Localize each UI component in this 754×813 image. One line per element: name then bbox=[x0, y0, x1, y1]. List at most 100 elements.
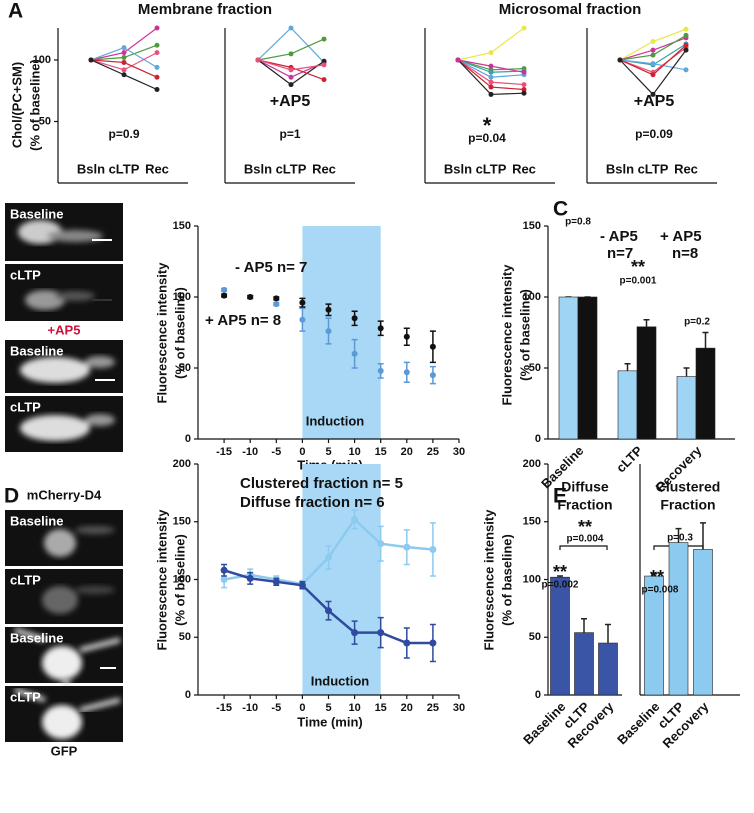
data-point bbox=[488, 91, 494, 97]
panel-letter: E bbox=[553, 485, 567, 508]
data-point bbox=[521, 69, 527, 75]
image-label: +AP5 bbox=[48, 322, 81, 337]
bar bbox=[693, 549, 713, 696]
data-point bbox=[121, 72, 127, 78]
data-point bbox=[521, 87, 527, 93]
data-point bbox=[298, 581, 306, 589]
data-point bbox=[488, 50, 494, 56]
data-point bbox=[325, 328, 332, 335]
series-line bbox=[257, 27, 325, 63]
data-point bbox=[683, 67, 689, 73]
chart-title: Diffuse bbox=[561, 479, 609, 495]
data-point bbox=[154, 25, 160, 31]
bar bbox=[574, 632, 594, 696]
bar bbox=[695, 347, 716, 440]
data-point bbox=[683, 26, 689, 32]
x-tick-label: 10 bbox=[348, 446, 360, 458]
image-label: cLTP bbox=[10, 399, 41, 414]
y-tick-label: 200 bbox=[523, 458, 541, 470]
data-point bbox=[221, 292, 228, 299]
x-tick-label: Bsln bbox=[606, 161, 634, 176]
y-tick-label: 0 bbox=[535, 689, 541, 701]
data-point bbox=[121, 59, 127, 65]
data-point bbox=[321, 77, 327, 83]
data-point bbox=[429, 545, 437, 553]
x-tick-label: 10 bbox=[348, 702, 360, 714]
micrograph-group: Baseline cLTP +AP5 Baseline cLTP bbox=[5, 203, 123, 452]
y-tick-label: 100 bbox=[33, 54, 51, 66]
data-point bbox=[288, 51, 294, 57]
x-axis-label: Time (min) bbox=[297, 714, 363, 729]
x-tick-label: 15 bbox=[375, 446, 387, 458]
annotation: +AP5 bbox=[634, 93, 675, 110]
data-point bbox=[288, 25, 294, 31]
bar bbox=[558, 296, 579, 440]
data-point bbox=[521, 90, 527, 96]
image-label: Baseline bbox=[10, 630, 63, 645]
y-axis-label: Chol/(PC+SM) bbox=[9, 62, 24, 148]
y-tick-label: 150 bbox=[173, 516, 191, 528]
image-label: cLTP bbox=[10, 689, 41, 704]
x-tick-label: Rec bbox=[674, 161, 698, 176]
y-tick-label: 0 bbox=[185, 433, 191, 445]
annotation: Induction bbox=[306, 413, 365, 428]
bar bbox=[598, 642, 618, 696]
x-tick-label: Rec bbox=[312, 161, 336, 176]
data-point bbox=[288, 74, 294, 80]
series-line bbox=[257, 38, 325, 61]
image-title: mCherry-D4 bbox=[27, 487, 102, 502]
annotation: p=1 bbox=[279, 127, 300, 141]
data-point bbox=[488, 84, 494, 90]
annotation: p=0.008 bbox=[642, 585, 679, 596]
y-tick-label: 0 bbox=[185, 689, 191, 701]
x-tick-label: 30 bbox=[453, 702, 465, 714]
legend-label: + AP5 bbox=[660, 228, 702, 245]
data-point bbox=[154, 64, 160, 70]
data-point bbox=[377, 325, 384, 332]
induction-shade bbox=[302, 226, 381, 439]
x-tick-label: Rec bbox=[512, 161, 536, 176]
x-tick-label: Bsln bbox=[244, 161, 272, 176]
data-point bbox=[351, 515, 359, 523]
y-axis-label: (% of baseline) bbox=[172, 534, 187, 626]
x-tick-label: cLTP bbox=[476, 161, 507, 176]
y-tick-label: 100 bbox=[523, 573, 541, 585]
image-label: cLTP bbox=[10, 572, 41, 587]
data-point bbox=[403, 369, 410, 376]
data-point bbox=[325, 306, 332, 313]
data-point bbox=[488, 79, 494, 85]
panel-letter: A bbox=[8, 0, 23, 23]
legend-label: Diffuse fraction n= 6 bbox=[240, 494, 385, 511]
legend-label: - AP5 n= 7 bbox=[235, 259, 307, 276]
data-point bbox=[521, 25, 527, 31]
data-point bbox=[220, 566, 228, 574]
cell-signal bbox=[20, 414, 115, 441]
data-point bbox=[121, 45, 127, 51]
y-axis-label: (% of baseline) bbox=[27, 59, 42, 151]
data-point bbox=[351, 315, 358, 322]
x-tick-label: -10 bbox=[242, 702, 258, 714]
annotation: p=0.8 bbox=[565, 217, 591, 228]
image-label: Baseline bbox=[10, 343, 63, 358]
legend-label: - AP5 bbox=[600, 228, 638, 245]
y-axis-label: Fluorescence intensity bbox=[154, 262, 169, 404]
annotation: p=0.2 bbox=[684, 317, 710, 328]
y-tick-label: 150 bbox=[523, 220, 541, 232]
image-label: Baseline bbox=[10, 513, 63, 528]
significance-bracket bbox=[559, 545, 608, 550]
x-tick-label: Bsln bbox=[77, 161, 105, 176]
data-point bbox=[403, 333, 410, 340]
series-line bbox=[457, 27, 525, 61]
annotation: * bbox=[483, 113, 492, 138]
x-tick-label: -5 bbox=[271, 702, 281, 714]
x-tick-label: 25 bbox=[427, 702, 439, 714]
data-point bbox=[121, 50, 127, 56]
data-point bbox=[255, 57, 261, 63]
annotation: p=0.09 bbox=[635, 127, 673, 141]
data-point bbox=[377, 629, 385, 637]
x-tick-label: -15 bbox=[216, 446, 232, 458]
x-tick-label: Baseline bbox=[614, 699, 662, 747]
data-point bbox=[121, 55, 127, 61]
data-point bbox=[650, 72, 656, 78]
